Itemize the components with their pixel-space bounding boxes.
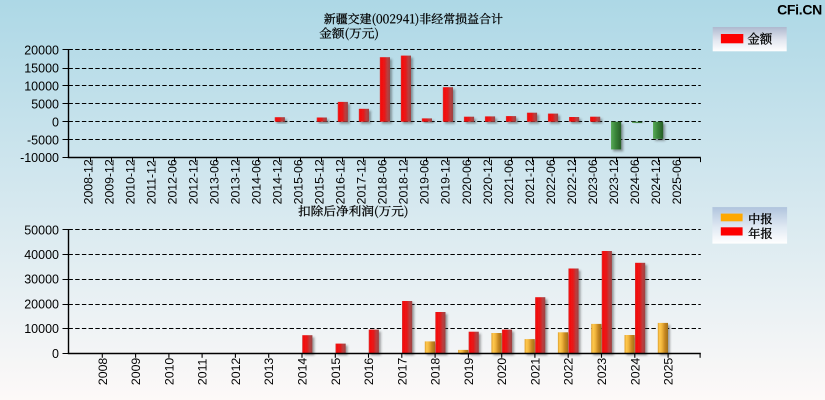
svg-text:2020-12: 2020-12 [481, 159, 495, 204]
svg-text:2018: 2018 [429, 358, 443, 386]
svg-text:2009: 2009 [129, 358, 143, 386]
svg-text:5000: 5000 [31, 97, 59, 111]
svg-text:CFi.CN: CFi.CN [777, 2, 822, 18]
svg-text:2021-12: 2021-12 [523, 159, 537, 204]
svg-text:2017-12: 2017-12 [355, 159, 369, 204]
svg-text:2018-12: 2018-12 [397, 159, 411, 204]
svg-text:30000: 30000 [24, 273, 59, 287]
svg-text:2022-06: 2022-06 [544, 159, 558, 204]
svg-text:2024-12: 2024-12 [649, 159, 663, 204]
svg-text:2023-06: 2023-06 [586, 159, 600, 204]
svg-text:2013: 2013 [262, 358, 276, 386]
svg-text:2015: 2015 [329, 358, 343, 386]
svg-text:0: 0 [52, 347, 59, 361]
svg-text:2015-06: 2015-06 [292, 159, 306, 204]
svg-text:2013-12: 2013-12 [229, 159, 243, 204]
svg-text:20000: 20000 [24, 298, 59, 312]
svg-text:2009-12: 2009-12 [102, 159, 116, 204]
svg-text:2023: 2023 [595, 358, 609, 386]
svg-text:2008: 2008 [96, 358, 110, 386]
svg-text:2012: 2012 [229, 358, 243, 386]
svg-text:2025: 2025 [662, 358, 676, 386]
svg-text:2008-12: 2008-12 [81, 159, 95, 204]
svg-text:2018-06: 2018-06 [376, 159, 390, 204]
svg-text:2012-06: 2012-06 [166, 159, 180, 204]
svg-text:2024-06: 2024-06 [628, 159, 642, 204]
svg-text:40000: 40000 [24, 248, 59, 262]
svg-text:2021: 2021 [528, 358, 542, 386]
svg-text:-5000: -5000 [27, 134, 59, 148]
svg-text:2010-12: 2010-12 [123, 159, 137, 204]
svg-text:50000: 50000 [24, 223, 59, 237]
svg-text:0: 0 [52, 115, 59, 129]
svg-text:-10000: -10000 [20, 151, 59, 165]
svg-text:2021-06: 2021-06 [502, 159, 516, 204]
svg-text:2014-06: 2014-06 [250, 159, 264, 204]
svg-text:2010: 2010 [162, 358, 176, 386]
svg-text:2025-06: 2025-06 [670, 159, 684, 204]
svg-text:2017: 2017 [395, 358, 409, 386]
svg-text:2011-12: 2011-12 [145, 160, 159, 204]
svg-text:2024: 2024 [628, 358, 642, 386]
svg-text:2016: 2016 [362, 358, 376, 386]
svg-text:2019-06: 2019-06 [418, 159, 432, 204]
svg-text:2016-12: 2016-12 [334, 159, 348, 204]
svg-text:20000: 20000 [24, 43, 59, 57]
svg-text:15000: 15000 [24, 62, 59, 76]
svg-text:10000: 10000 [24, 322, 59, 336]
svg-text:2011: 2011 [196, 358, 210, 385]
svg-text:2019-12: 2019-12 [439, 159, 453, 204]
svg-text:2020: 2020 [495, 358, 509, 386]
svg-text:2019: 2019 [462, 358, 476, 386]
svg-text:2014: 2014 [296, 358, 310, 386]
svg-text:2014-12: 2014-12 [271, 159, 285, 204]
svg-text:2022-12: 2022-12 [565, 159, 579, 204]
svg-text:2020-06: 2020-06 [460, 159, 474, 204]
svg-text:2023-12: 2023-12 [607, 159, 621, 204]
svg-text:2013-06: 2013-06 [208, 159, 222, 204]
svg-text:2022: 2022 [562, 358, 576, 386]
svg-text:2015-12: 2015-12 [313, 159, 327, 204]
svg-text:2012-12: 2012-12 [187, 159, 201, 204]
svg-text:10000: 10000 [24, 80, 59, 94]
